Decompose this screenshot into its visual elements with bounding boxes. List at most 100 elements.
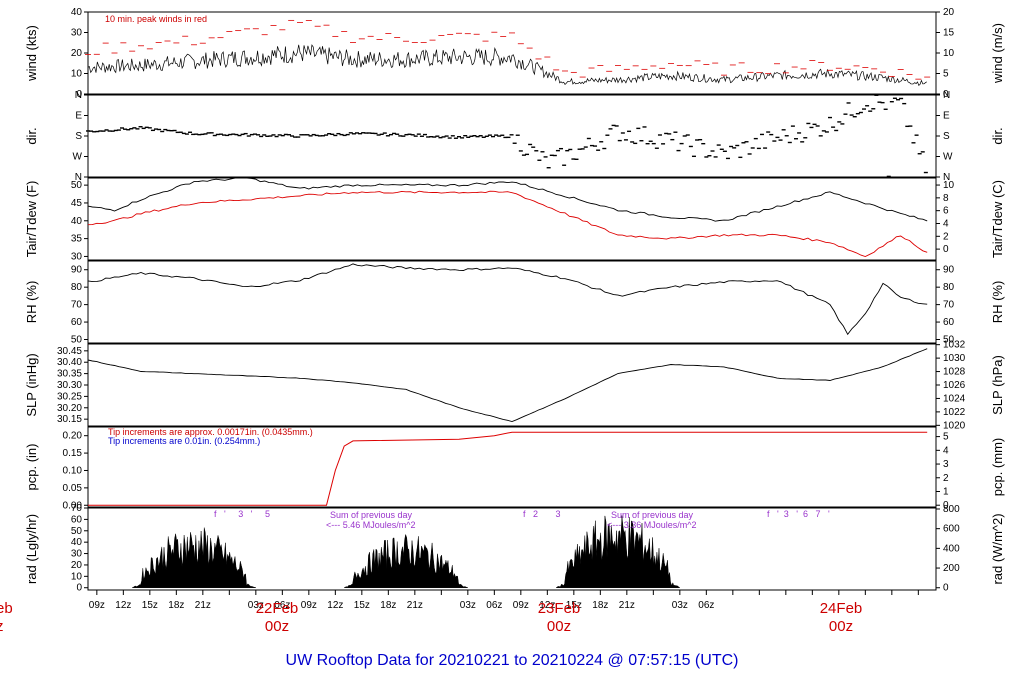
rad-panel: [87, 507, 937, 591]
x-tick-label: 15z: [566, 600, 582, 611]
left-tick-label: 0.15: [63, 448, 83, 459]
x-tick-label: 06z: [698, 600, 714, 611]
right-tick-label: 10: [943, 180, 955, 191]
left-tick-label: 70: [71, 300, 83, 311]
left-tick-label: 30: [71, 28, 83, 39]
right-tick-label: S: [943, 131, 950, 142]
right-tick-label: 15: [943, 28, 955, 39]
right-tick-label: 6: [943, 206, 949, 217]
rad-note-2-line2: <--- 3.36 MJoules/m^2: [607, 520, 697, 530]
left-axis-labels: wind (kts) dir. Tair/Tdew (F) RH (%) SLP…: [24, 25, 39, 584]
x-tick-label: 21z: [619, 600, 635, 611]
left-tick-label: 40: [71, 216, 83, 227]
x-tick-label: 21z: [407, 600, 423, 611]
left-tick-label: 30.20: [57, 403, 82, 414]
right-tick-label: 1024: [943, 393, 966, 404]
radiation-area: [132, 527, 257, 588]
left-tick-label: 80: [71, 282, 83, 293]
left-tick-label: 10: [71, 571, 83, 582]
left-tick-label: 45: [71, 198, 83, 209]
left-tick-label: 90: [71, 265, 83, 276]
right-tick-label: W: [943, 152, 953, 163]
rh-ylabel-left: RH (%): [24, 281, 39, 324]
y-axis-ticks: 01020304005101520NESWNNESWN3035404550024…: [57, 7, 966, 594]
x-tick-label: 03z: [460, 600, 476, 611]
right-tick-label: 0: [943, 89, 949, 100]
radiation-area: [555, 515, 681, 588]
x-tick-label: 18z: [592, 600, 608, 611]
left-tick-label: 40: [71, 7, 83, 18]
wind-panel: [87, 11, 937, 95]
x-tick-label: 12z: [539, 600, 555, 611]
left-tick-label: E: [75, 111, 82, 122]
right-tick-label: 0: [943, 500, 949, 511]
pcp-note-red: Tip increments are approx. 0.00171in. (0…: [108, 427, 313, 437]
precip-line: [88, 431, 928, 506]
x-axis: 09z 12z 15z 18z 21z 03z 06z 09z 12z 15z 18z 21z 03z 0…: [89, 590, 919, 611]
slp-line: [87, 348, 928, 422]
left-tick-label: 30: [71, 549, 83, 560]
wind-ylabel-left: wind (kts): [24, 25, 39, 82]
left-tick-label: 50: [71, 180, 83, 191]
wind-speed-line: [87, 44, 927, 86]
right-tick-label: 1032: [943, 340, 966, 351]
right-tick-label: 0: [943, 583, 949, 594]
right-tick-label: N: [943, 90, 950, 101]
rad-marker-1: f ' 3 ' 5: [214, 509, 270, 519]
pcp-ylabel-right: pcp. (mm): [990, 438, 1005, 497]
slp-ylabel-right: SLP (hPa): [990, 355, 1005, 415]
left-tick-label: 30.35: [57, 369, 82, 380]
left-tick-label: 50: [71, 526, 83, 537]
x-tick-label: 09z: [89, 600, 105, 611]
left-edge-day: eb: [0, 600, 13, 617]
rh-ylabel-right: RH (%): [990, 281, 1005, 324]
right-tick-label: 0: [943, 244, 949, 255]
left-tick-label: N: [75, 90, 82, 101]
x-tick-label: 21z: [195, 600, 211, 611]
rh-line: [87, 263, 928, 336]
right-tick-label: 1030: [943, 353, 966, 364]
right-tick-label: 80: [943, 282, 955, 293]
left-tick-label: 40: [71, 537, 83, 548]
right-tick-label: 200: [943, 563, 960, 574]
right-tick-label: 2: [943, 473, 949, 484]
wind-direction-marks: [86, 94, 928, 178]
left-edge-hour: z: [0, 618, 4, 635]
right-tick-label: 800: [943, 504, 960, 515]
rad-marker-2: f 2 3: [523, 509, 561, 519]
chart-series: [85, 19, 931, 588]
right-tick-label: E: [943, 111, 950, 122]
left-tick-label: 70: [71, 503, 83, 514]
left-tick-label: 0.00: [63, 500, 83, 511]
right-tick-label: 3: [943, 459, 949, 470]
right-tick-label: 10: [943, 48, 955, 59]
x-tick-label: 12z: [327, 600, 343, 611]
right-tick-label: 1022: [943, 407, 966, 418]
date-hour-3: 00z: [829, 618, 853, 635]
left-tick-label: 60: [71, 514, 83, 525]
right-tick-label: 1: [943, 486, 949, 497]
right-axis-labels: wind (m/s) dir. Tair/Tdew (C) RH (%) SLP…: [990, 23, 1005, 585]
left-tick-label: 30.15: [57, 414, 82, 425]
left-tick-label: 10: [71, 69, 83, 80]
temp-ylabel-right: Tair/Tdew (C): [990, 180, 1005, 258]
tdew-line: [87, 190, 928, 257]
radiation-area: [344, 533, 468, 588]
date-hour-1: 00z: [265, 618, 289, 635]
left-tick-label: 0.05: [63, 483, 83, 494]
left-tick-label: 0.10: [63, 465, 83, 476]
wind-annotation: 10 min. peak winds in red: [105, 14, 207, 24]
pcp-note-blue: Tip increments are 0.01in. (0.254mm.): [108, 436, 260, 446]
rad-ylabel-right: rad (W/m^2): [990, 513, 1005, 584]
slp-ylabel-left: SLP (inHg): [24, 353, 39, 416]
left-tick-label: N: [75, 172, 82, 183]
rad-ylabel-left: rad (Lgly/hr): [24, 514, 39, 584]
left-tick-label: 30.45: [57, 346, 82, 357]
pcp-panel: [87, 426, 937, 508]
dir-ylabel-right: dir.: [990, 127, 1005, 144]
x-tick-label: 03z: [672, 600, 688, 611]
right-tick-label: 8: [943, 193, 949, 204]
x-tick-label: 15z: [354, 600, 370, 611]
x-tick-label: 09z: [513, 600, 529, 611]
